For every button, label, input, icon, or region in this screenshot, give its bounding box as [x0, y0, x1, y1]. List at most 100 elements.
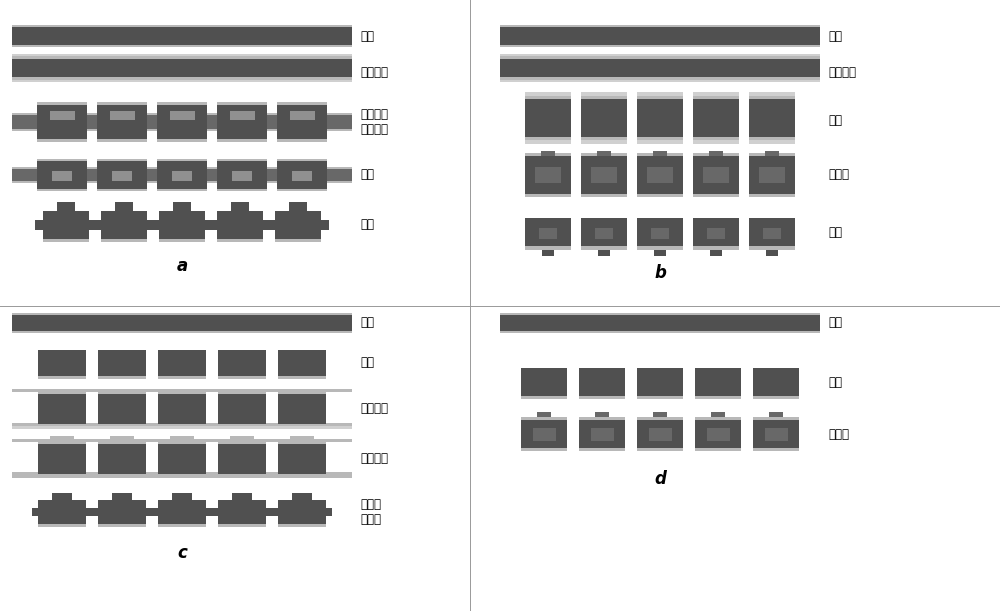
- Bar: [115, 202, 133, 211]
- Bar: [50, 436, 74, 441]
- Bar: [57, 202, 75, 211]
- Bar: [581, 96, 627, 99]
- Bar: [97, 102, 147, 105]
- Bar: [637, 246, 683, 250]
- Bar: [277, 105, 327, 139]
- Bar: [152, 508, 158, 516]
- Bar: [500, 54, 820, 56]
- Bar: [637, 99, 683, 137]
- Text: b: b: [654, 264, 666, 282]
- Bar: [278, 500, 326, 524]
- Bar: [753, 420, 799, 448]
- Bar: [50, 111, 74, 120]
- Bar: [218, 350, 266, 376]
- Bar: [753, 368, 799, 396]
- Bar: [278, 441, 326, 444]
- Bar: [218, 444, 266, 474]
- Bar: [38, 441, 86, 444]
- Bar: [38, 474, 86, 477]
- Bar: [172, 171, 192, 181]
- Text: 图像转移: 图像转移: [360, 453, 388, 466]
- Bar: [653, 151, 667, 156]
- Bar: [217, 102, 267, 105]
- Text: 脱锡: 脱锡: [828, 225, 842, 238]
- Bar: [277, 189, 327, 191]
- Bar: [35, 220, 43, 230]
- Bar: [272, 508, 278, 516]
- Bar: [637, 96, 683, 99]
- Text: 原板: 原板: [828, 29, 842, 43]
- Bar: [653, 412, 667, 417]
- Bar: [12, 315, 352, 331]
- Bar: [12, 113, 352, 115]
- Bar: [217, 105, 267, 139]
- Bar: [172, 493, 192, 500]
- Bar: [12, 56, 352, 59]
- Bar: [278, 474, 326, 477]
- Bar: [110, 436, 134, 441]
- Bar: [93, 220, 101, 230]
- Bar: [749, 194, 795, 197]
- Bar: [38, 350, 86, 376]
- Bar: [590, 428, 614, 441]
- Bar: [651, 228, 669, 239]
- Bar: [218, 391, 266, 394]
- Bar: [695, 420, 741, 448]
- Bar: [112, 493, 132, 500]
- Bar: [290, 436, 314, 441]
- Bar: [537, 412, 551, 417]
- Bar: [749, 153, 795, 156]
- Bar: [12, 313, 352, 315]
- Bar: [693, 96, 739, 99]
- Bar: [637, 92, 683, 96]
- Bar: [278, 391, 326, 394]
- Bar: [693, 99, 739, 137]
- Bar: [637, 218, 683, 246]
- Bar: [275, 211, 321, 239]
- Bar: [159, 211, 205, 239]
- Bar: [37, 139, 87, 142]
- Bar: [38, 500, 86, 524]
- Bar: [12, 331, 352, 333]
- Bar: [703, 167, 729, 183]
- Bar: [12, 167, 352, 169]
- Bar: [37, 189, 87, 191]
- Bar: [158, 524, 206, 527]
- Bar: [89, 220, 97, 230]
- Bar: [277, 161, 327, 189]
- Bar: [52, 171, 72, 181]
- Bar: [500, 331, 820, 333]
- Bar: [521, 420, 567, 448]
- Bar: [647, 167, 673, 183]
- Bar: [500, 315, 820, 331]
- Bar: [525, 194, 571, 197]
- Bar: [321, 220, 329, 230]
- Bar: [500, 77, 820, 80]
- Bar: [637, 194, 683, 197]
- Bar: [157, 102, 207, 105]
- Bar: [218, 500, 266, 524]
- Bar: [217, 159, 267, 161]
- Bar: [206, 508, 212, 516]
- Text: a: a: [176, 257, 188, 275]
- Bar: [158, 441, 206, 444]
- Bar: [579, 368, 625, 396]
- Bar: [158, 444, 206, 474]
- Bar: [525, 92, 571, 96]
- Bar: [157, 189, 207, 191]
- Bar: [525, 99, 571, 137]
- Bar: [218, 376, 266, 379]
- Bar: [695, 448, 741, 451]
- Bar: [637, 368, 683, 396]
- Bar: [278, 350, 326, 376]
- Bar: [217, 161, 267, 189]
- Bar: [43, 239, 89, 242]
- Bar: [500, 27, 820, 45]
- Bar: [230, 111, 254, 120]
- Bar: [637, 420, 683, 448]
- Bar: [157, 139, 207, 142]
- Bar: [277, 102, 327, 105]
- Bar: [654, 250, 666, 256]
- Bar: [591, 167, 617, 183]
- Bar: [749, 140, 795, 144]
